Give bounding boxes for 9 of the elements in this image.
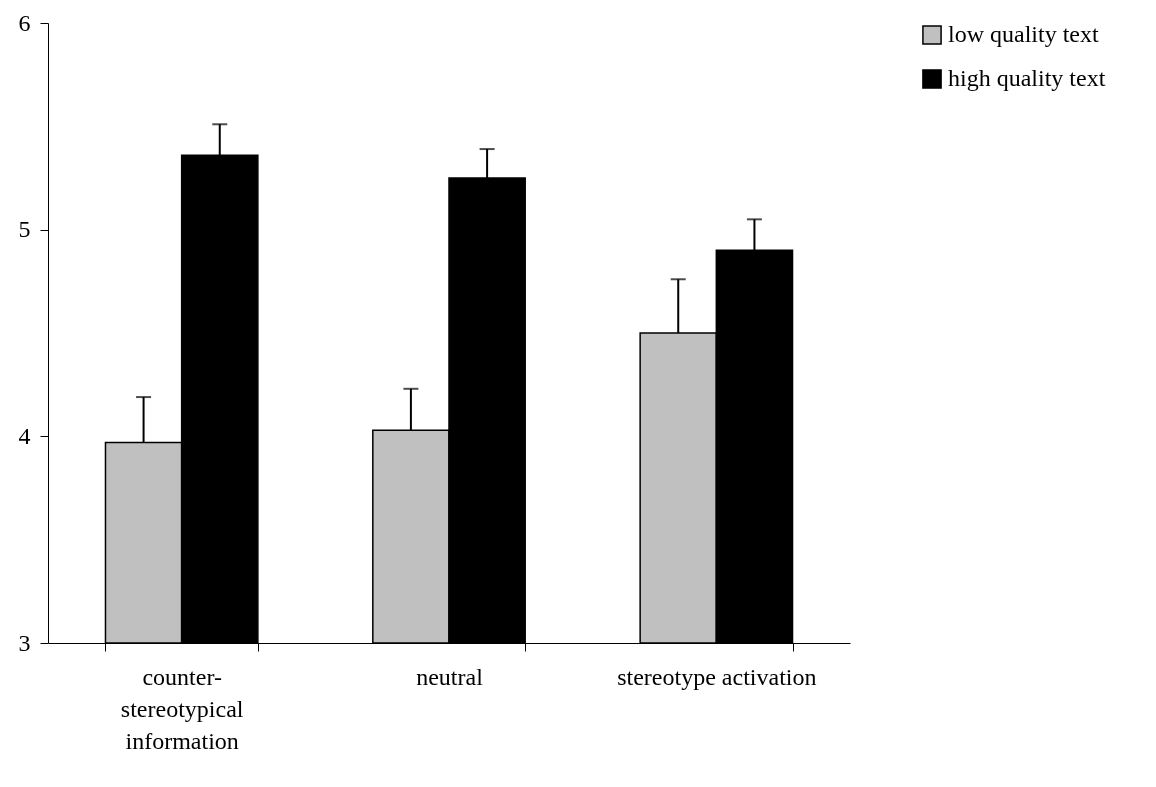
y-tick-label: 4 (18, 422, 31, 449)
x-tick-label: neutral (416, 663, 484, 690)
y-tick-label: 3 (18, 629, 31, 656)
x-tick-label: stereotype activation (617, 663, 817, 690)
legend-label: low quality text (948, 21, 1099, 47)
x-tick-label: counter- stereotypical information (120, 663, 244, 754)
y-tick-label: 6 (18, 9, 31, 36)
y-tick-label: 5 (18, 216, 31, 243)
legend-label: high quality text (948, 65, 1106, 91)
